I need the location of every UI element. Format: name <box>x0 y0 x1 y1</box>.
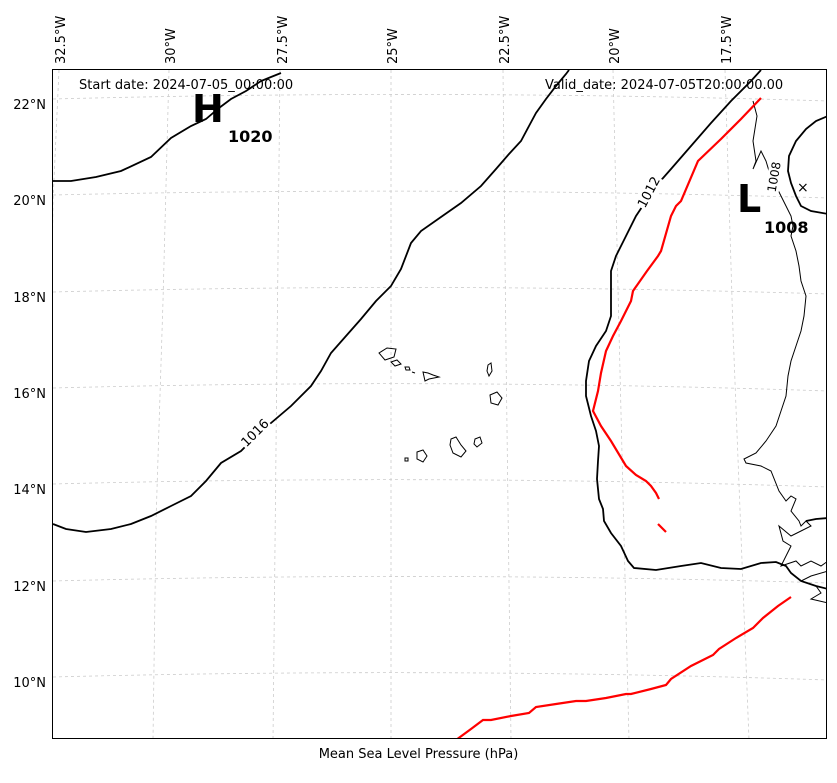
lon-tick-label: 17.5°W <box>720 15 735 64</box>
lon-tick-label: 30°W <box>164 28 179 64</box>
lon-tick-label: 32.5°W <box>54 15 69 64</box>
front-north-tail <box>657 523 667 533</box>
fronts <box>456 97 792 738</box>
low-center-value: 1008 <box>764 218 809 237</box>
x-axis-label: Mean Sea Level Pressure (hPa) <box>318 747 519 762</box>
isobar-1016-south <box>53 70 570 533</box>
front-south <box>456 596 792 738</box>
lat-tick-label: 16°N <box>13 387 46 402</box>
lat-tick-label: 22°N <box>13 98 46 113</box>
lat-tick-label: 14°N <box>13 483 46 498</box>
low-center-letter: L <box>737 177 762 221</box>
cape-verde-islands <box>378 347 503 463</box>
isobar-1016 <box>53 72 282 182</box>
front-north <box>591 97 762 500</box>
lon-tick-label: 20°W <box>608 28 623 64</box>
lat-tick-label: 20°N <box>13 194 46 209</box>
high-center-value: 1020 <box>228 127 273 146</box>
high-center-letter: H <box>192 87 224 131</box>
lat-tick-label: 18°N <box>13 291 46 306</box>
coastline-africa <box>743 100 826 567</box>
lon-tick-label: 27.5°W <box>276 15 291 64</box>
lat-tick-label: 10°N <box>13 676 46 691</box>
low-center-marker: × <box>797 180 809 196</box>
map-canvas: × <box>53 70 826 738</box>
start-date: Start date: 2024-07-05_00:00:00 <box>79 78 294 93</box>
graticule <box>53 70 826 738</box>
isobar-1008-south <box>805 517 826 522</box>
map-panel: × <box>52 69 827 739</box>
isobar-1008 <box>787 115 826 215</box>
lat-tick-label: 12°N <box>13 580 46 595</box>
valid-date: Valid_date: 2024-07-05T20:00:00.00 <box>545 78 784 93</box>
lon-tick-label: 22.5°W <box>498 15 513 64</box>
lon-tick-label: 25°W <box>386 28 401 64</box>
